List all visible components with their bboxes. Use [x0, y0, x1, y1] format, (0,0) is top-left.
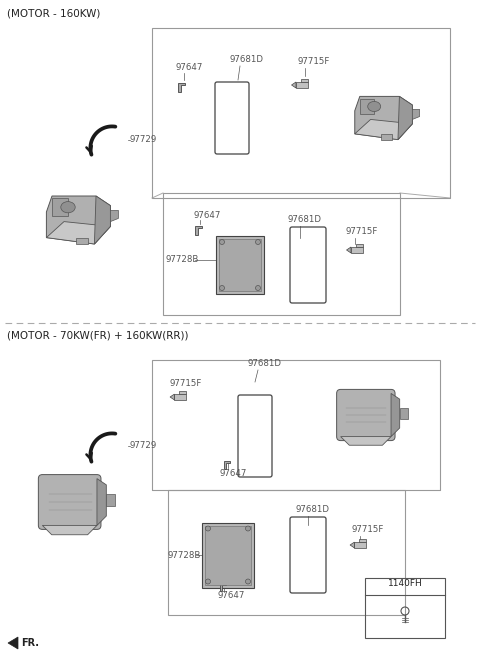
Text: 97715F: 97715F — [345, 228, 377, 237]
Polygon shape — [42, 525, 97, 535]
Bar — [152, 360, 440, 490]
Bar — [354, 542, 366, 548]
Polygon shape — [350, 542, 354, 548]
Bar — [152, 28, 450, 198]
Polygon shape — [106, 494, 115, 506]
Bar — [168, 490, 405, 615]
Circle shape — [219, 285, 225, 291]
FancyBboxPatch shape — [336, 390, 395, 441]
Polygon shape — [170, 394, 174, 400]
Circle shape — [219, 239, 225, 245]
Bar — [360, 98, 374, 114]
Text: 97728B: 97728B — [165, 255, 198, 264]
Text: 97715F: 97715F — [352, 525, 384, 535]
Text: 97647: 97647 — [193, 211, 220, 220]
Polygon shape — [398, 96, 412, 140]
Polygon shape — [220, 583, 226, 591]
Bar — [163, 193, 400, 315]
Ellipse shape — [368, 102, 381, 112]
Bar — [174, 394, 186, 400]
Bar — [356, 244, 363, 247]
Polygon shape — [178, 83, 185, 92]
Text: 97681D: 97681D — [295, 506, 329, 514]
Text: 97681D: 97681D — [248, 359, 282, 369]
Ellipse shape — [61, 201, 75, 213]
Polygon shape — [76, 237, 88, 244]
Polygon shape — [391, 394, 400, 437]
Text: 97647: 97647 — [176, 64, 204, 73]
Text: (MOTOR - 70KW(FR) + 160KW(RR)): (MOTOR - 70KW(FR) + 160KW(RR)) — [7, 330, 189, 340]
Polygon shape — [355, 119, 412, 140]
Polygon shape — [195, 226, 202, 235]
Polygon shape — [341, 437, 391, 445]
Text: 97647: 97647 — [218, 592, 245, 600]
Polygon shape — [95, 196, 110, 244]
Text: 97728B: 97728B — [168, 550, 202, 560]
Bar — [216, 236, 264, 294]
Bar — [351, 247, 363, 253]
Text: (MOTOR - 160KW): (MOTOR - 160KW) — [7, 8, 100, 18]
Polygon shape — [8, 637, 18, 649]
Bar — [205, 525, 251, 584]
Bar — [219, 239, 261, 291]
Circle shape — [245, 526, 251, 531]
Polygon shape — [224, 461, 230, 469]
Text: 97715F: 97715F — [170, 380, 203, 388]
Text: FR.: FR. — [21, 638, 39, 648]
Bar — [365, 578, 445, 638]
Text: 97681D: 97681D — [230, 56, 264, 64]
Bar — [296, 82, 308, 88]
Bar — [202, 522, 254, 588]
Text: 97729: 97729 — [130, 441, 157, 451]
Circle shape — [255, 239, 261, 245]
Circle shape — [205, 579, 211, 584]
Polygon shape — [382, 134, 392, 140]
Polygon shape — [412, 110, 420, 119]
FancyBboxPatch shape — [38, 474, 101, 529]
Text: 97729: 97729 — [130, 136, 157, 144]
Circle shape — [245, 579, 251, 584]
Text: 97681D: 97681D — [288, 216, 322, 224]
Circle shape — [255, 285, 261, 291]
Text: 97647: 97647 — [220, 470, 247, 478]
Polygon shape — [97, 479, 106, 525]
Polygon shape — [47, 222, 110, 244]
Polygon shape — [47, 196, 110, 244]
Polygon shape — [291, 82, 296, 88]
Text: 97715F: 97715F — [298, 58, 330, 66]
Polygon shape — [347, 247, 351, 253]
Circle shape — [205, 526, 211, 531]
Polygon shape — [400, 408, 408, 419]
Text: 1140FH: 1140FH — [388, 579, 422, 588]
Bar — [359, 539, 366, 542]
Bar — [300, 79, 308, 82]
Bar — [52, 198, 68, 216]
Bar — [179, 391, 186, 394]
Polygon shape — [355, 96, 412, 140]
Polygon shape — [110, 211, 119, 222]
